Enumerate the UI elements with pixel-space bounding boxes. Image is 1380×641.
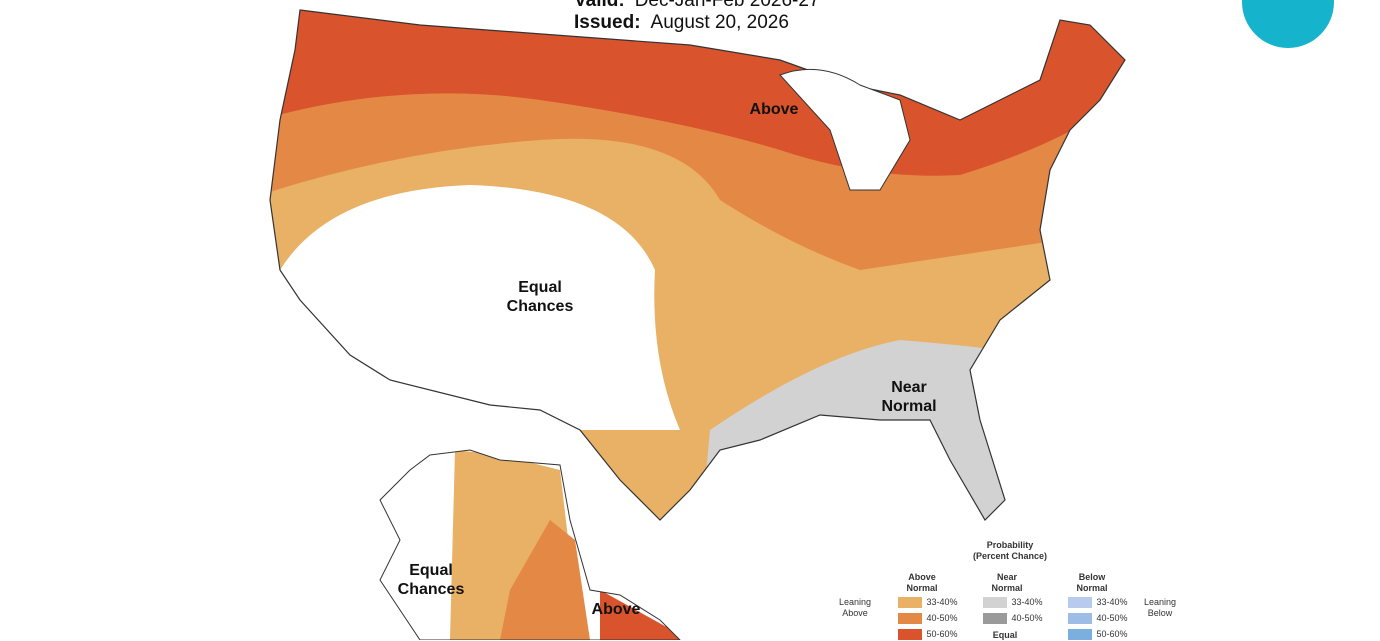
map-label: Equal Chances	[490, 278, 590, 316]
leaning-below-line: Leaning	[1143, 597, 1177, 607]
legend-range: 40-50%	[1011, 613, 1043, 623]
map-label-line: Normal	[881, 398, 937, 415]
map-label-line: Equal	[518, 279, 562, 296]
legend-heading-line: Below	[1078, 572, 1106, 582]
issued-line: Issued: August 20, 2026	[574, 12, 789, 34]
map-label-line: Chances	[506, 298, 574, 315]
legend-heading-line: Above	[908, 572, 936, 582]
leaning-below-line: Below	[1147, 608, 1173, 618]
map-label-line: Equal	[409, 562, 453, 579]
legend-swatch	[898, 629, 922, 640]
legend-swatch	[898, 597, 922, 608]
legend-range: 40-50%	[1096, 613, 1128, 623]
legend-swatch	[898, 613, 922, 624]
leaning-below: Leaning Below	[1135, 597, 1185, 619]
legend-range: 50-60%	[926, 629, 958, 639]
valid-value: Dec-Jan-Feb 2026-27	[634, 0, 820, 11]
legend-heading: Above Normal	[892, 572, 952, 594]
leaning-above-line: Leaning	[838, 597, 872, 607]
legend-swatch	[1068, 629, 1092, 640]
leaning-above-line: Above	[842, 608, 868, 618]
equal-label: Equal	[992, 630, 1018, 640]
legend-range: 33-40%	[1011, 597, 1043, 607]
map-label: Above	[566, 600, 666, 619]
issued-label: Issued:	[574, 12, 641, 33]
map-label-line: Near	[891, 379, 927, 396]
valid-label: Valid:	[574, 0, 625, 11]
leaning-above: Leaning Above	[830, 597, 880, 619]
legend-range: 33-40%	[926, 597, 958, 607]
legend-range: 33-40%	[1096, 597, 1128, 607]
legend-heading: Near Normal	[977, 572, 1037, 594]
legend-range: 50-60%	[1096, 629, 1128, 639]
conus	[270, 10, 1125, 520]
legend-heading-line: Normal	[1076, 583, 1108, 593]
legend-range: 40-50%	[926, 613, 958, 623]
map-label: Equal Chances	[381, 561, 481, 599]
legend-swatch	[1068, 613, 1092, 624]
legend-title-line: (Percent Chance)	[972, 551, 1048, 561]
legend-title: Probability (Percent Chance)	[955, 540, 1065, 562]
legend-title-line: Probability	[986, 540, 1034, 550]
map-label: Above	[724, 100, 824, 119]
legend-heading: Below Normal	[1062, 572, 1122, 594]
map-label-line: Chances	[397, 581, 465, 598]
alaska	[380, 450, 680, 640]
legend-heading-line: Near	[996, 572, 1017, 582]
legend-swatch	[1068, 597, 1092, 608]
valid-line: Valid: Dec-Jan-Feb 2026-27	[574, 0, 820, 12]
issued-value: August 20, 2026	[650, 12, 789, 33]
legend-heading-line: Normal	[991, 583, 1023, 593]
map-label-line: Above	[749, 101, 799, 118]
legend-swatch	[983, 613, 1007, 624]
legend-heading-line: Normal	[906, 583, 938, 593]
map-label: Near Normal	[859, 378, 959, 416]
legend-swatch	[983, 597, 1007, 608]
map-label-line: Above	[591, 601, 641, 618]
